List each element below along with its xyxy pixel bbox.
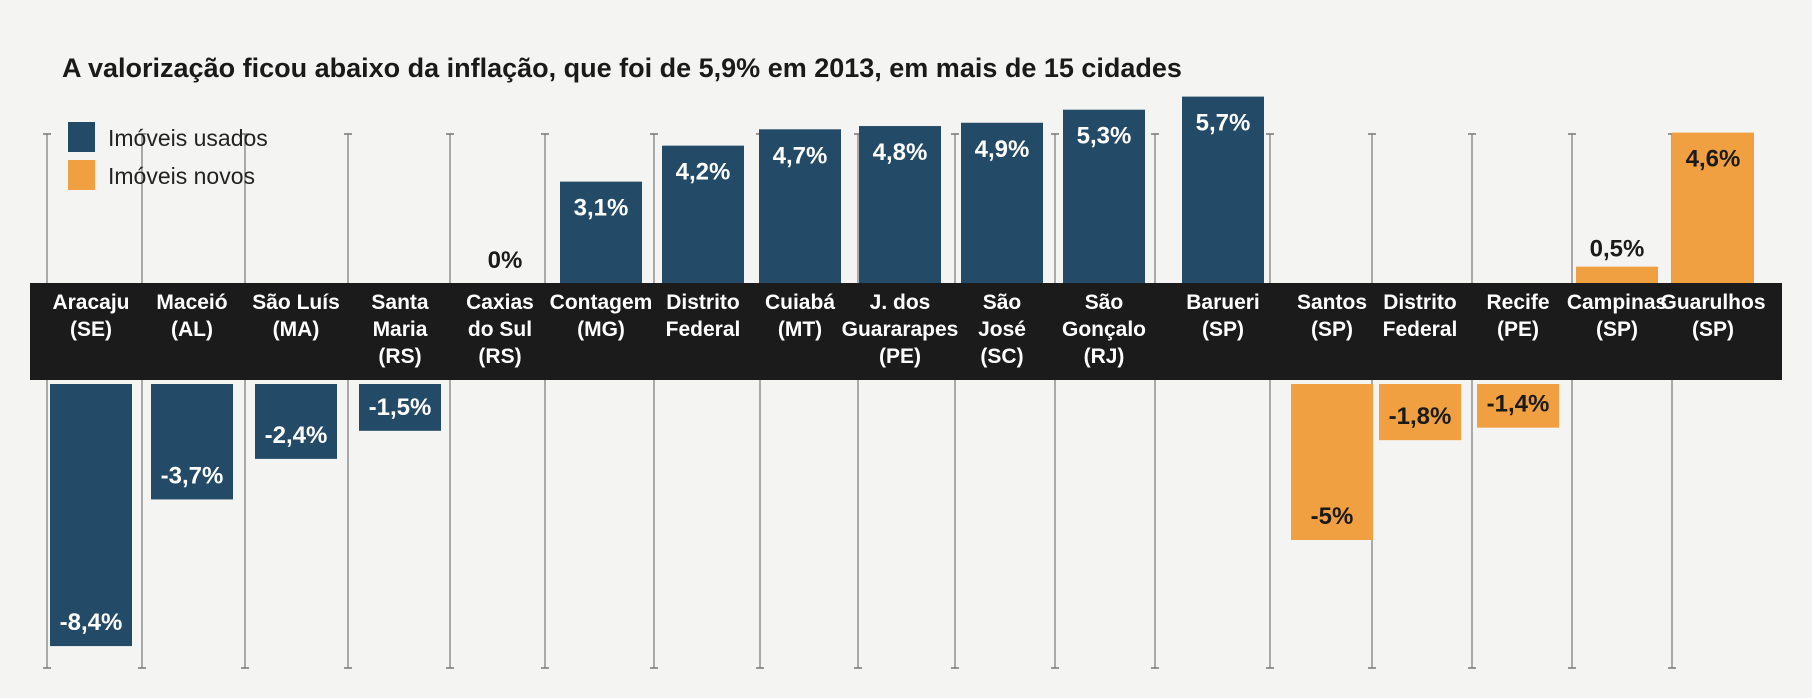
tick-label: Cuiabá (765, 291, 835, 314)
tick-label: Recife (1486, 291, 1549, 314)
tick-label: Gonçalo (1062, 318, 1146, 341)
tick-label: J. dos (870, 291, 931, 314)
legend-swatch (68, 122, 95, 152)
tick-label: Barueri (1186, 291, 1260, 314)
tick-label: São (1085, 291, 1124, 314)
tick-label: Contagem (550, 291, 653, 314)
tick-label: (SP) (1311, 318, 1353, 341)
data-label: -3,7% (161, 462, 224, 489)
guide-line (1266, 133, 1274, 669)
data-label: 4,9% (975, 136, 1030, 163)
tick-label: (PE) (1497, 318, 1539, 341)
tick-label: (RS) (478, 345, 521, 368)
data-label: -2,4% (265, 422, 328, 449)
legend: Imóveis usados Imóveis novos (68, 122, 268, 190)
guide-line (1568, 133, 1576, 669)
tick-label: Federal (1383, 318, 1458, 341)
tick-label: Maria (373, 318, 428, 341)
bar (662, 145, 744, 283)
bar (1063, 109, 1145, 283)
tick-label: (SP) (1692, 318, 1734, 341)
tick-label: (MG) (577, 318, 625, 341)
tick-label: (MT) (778, 318, 822, 341)
tick-label: (MA) (273, 318, 320, 341)
legend-label: Imóveis usados (108, 125, 268, 151)
tick-label: (RJ) (1084, 345, 1125, 368)
tick-label: Guararapes (842, 318, 959, 341)
tick-label: (SC) (980, 345, 1023, 368)
tick-label: Guarulhos (1660, 291, 1765, 314)
data-label: 4,6% (1686, 146, 1741, 173)
category-labels: Aracaju (SE) Maceió (AL) São Luís (MA) Santa Ma… (52, 291, 1765, 368)
tick-label: São Luís (252, 291, 340, 314)
data-label: 5,7% (1196, 110, 1251, 137)
guide-line (650, 133, 658, 669)
bar (961, 122, 1043, 284)
legend-swatch (68, 160, 95, 190)
tick-label: (SP) (1596, 318, 1638, 341)
data-label: 4,7% (773, 142, 828, 169)
bar (1291, 384, 1373, 540)
tick-label: (SP) (1202, 318, 1244, 341)
bar (255, 384, 337, 459)
data-label: -8,4% (60, 609, 123, 636)
tick-label: (AL) (171, 318, 213, 341)
tick-label: Distrito (666, 291, 740, 314)
guide-line (43, 133, 51, 669)
guide-line (138, 133, 146, 669)
data-label: -1,5% (369, 394, 432, 421)
tick-label: (PE) (879, 345, 921, 368)
bar (1379, 384, 1461, 441)
tick-label: Santos (1297, 291, 1367, 314)
data-label: 4,2% (676, 159, 731, 186)
tick-label: Campinas (1567, 291, 1667, 314)
bar (1477, 384, 1559, 428)
guide-line (1468, 133, 1476, 669)
bar (1672, 132, 1754, 283)
data-label: -1,8% (1389, 403, 1452, 430)
chart-title: A valorização ficou abaixo da inflação, … (62, 53, 1182, 83)
data-label: -5% (1311, 503, 1354, 530)
tick-label: São (983, 291, 1022, 314)
bar (50, 384, 132, 647)
tick-label: Santa (371, 291, 429, 314)
guide-line (541, 133, 549, 669)
bar (1182, 96, 1264, 283)
guide-line (1051, 133, 1059, 669)
tick-label: Distrito (1383, 291, 1457, 314)
legend-item: Imóveis novos (68, 160, 255, 190)
category-band (30, 283, 1782, 380)
bar (560, 181, 642, 283)
tick-label: Maceió (156, 291, 227, 314)
data-label: 0% (488, 247, 523, 274)
tick-label: (SE) (70, 318, 112, 341)
legend-item: Imóveis usados (68, 122, 268, 152)
tick-label: Federal (666, 318, 741, 341)
guide-line (241, 133, 249, 669)
tick-label: Aracaju (52, 291, 129, 314)
data-label: 4,8% (873, 139, 928, 166)
data-label: 3,1% (574, 195, 629, 222)
tick-label: do Sul (468, 318, 532, 341)
bar (1576, 266, 1658, 283)
data-label: -1,4% (1487, 391, 1550, 418)
bar (859, 126, 941, 283)
legend-label: Imóveis novos (108, 163, 255, 189)
tick-label: (RS) (378, 345, 421, 368)
bars: -8,4% -3,7% -2,4% -1,5% 0% 3,1% 4,2% 4,7% 4,8% 4,… (50, 96, 1754, 647)
bar (359, 384, 441, 431)
data-label: 5,3% (1077, 123, 1132, 150)
bar (151, 384, 233, 500)
data-label: 0,5% (1590, 236, 1645, 263)
guide-line (951, 133, 959, 669)
guide-line (446, 133, 454, 669)
tick-label: Caxias (466, 291, 534, 314)
guide-line (1151, 133, 1159, 669)
tick-label: José (978, 318, 1026, 341)
bar (759, 129, 841, 283)
guide-lines (43, 133, 1676, 669)
guide-line (344, 133, 352, 669)
